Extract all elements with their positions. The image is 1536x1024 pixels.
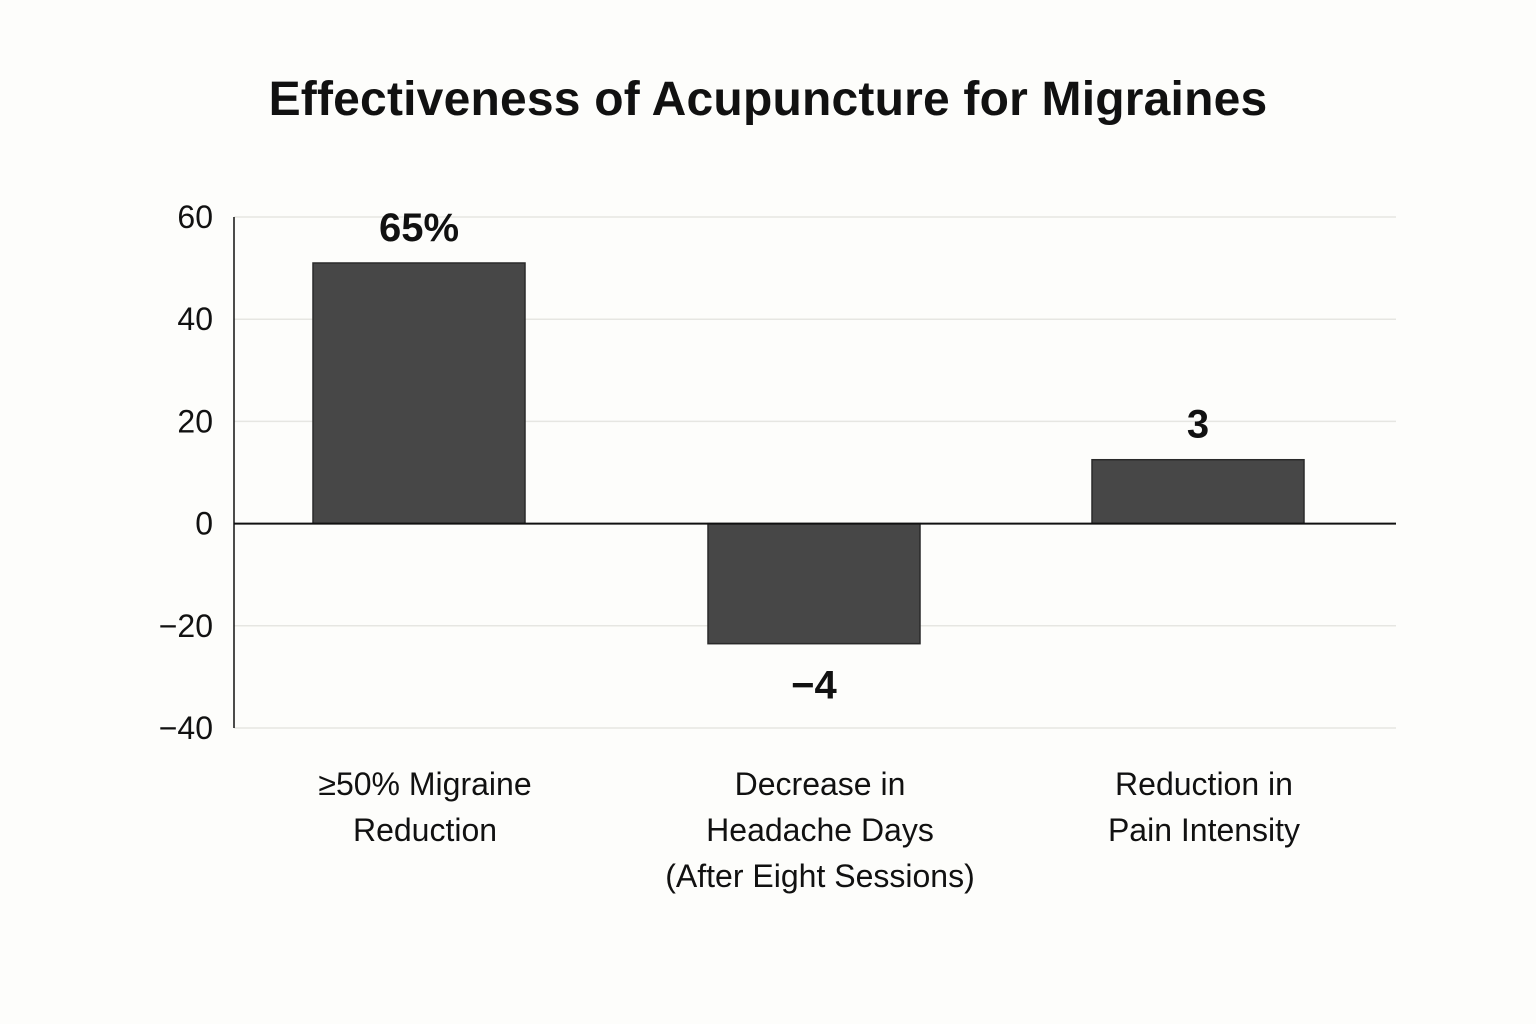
- category-label: Reduction in Pain Intensity: [1108, 766, 1300, 848]
- category-label-line: Decrease in: [735, 766, 906, 802]
- bar: [1091, 458, 1305, 525]
- data-label: 3: [1187, 403, 1209, 447]
- category-label-line: Reduction in: [1115, 766, 1293, 802]
- category-label-line: ≥50% Migraine: [318, 766, 531, 802]
- y-tick-labels: 60 40 20 0 −20 −40: [159, 199, 213, 746]
- data-label: 65%: [379, 206, 459, 250]
- y-tick-label: 0: [195, 506, 213, 542]
- y-tick-label: −40: [159, 710, 213, 746]
- bars: [312, 262, 1305, 645]
- y-tick-label: −20: [159, 608, 213, 644]
- category-label-line: Pain Intensity: [1108, 812, 1300, 848]
- data-label: −4: [791, 664, 837, 708]
- bar: [312, 262, 526, 525]
- axes: [233, 217, 1396, 728]
- category-label-line: Headache Days: [706, 812, 934, 848]
- bar: [707, 522, 921, 645]
- y-tick-label: 40: [177, 301, 213, 337]
- category-label: ≥50% Migraine Reduction: [318, 766, 531, 848]
- category-label-line: (After Eight Sessions): [665, 858, 974, 894]
- data-labels: 65% −4 3: [379, 206, 1209, 708]
- y-tick-label: 60: [177, 199, 213, 235]
- category-label-line: Reduction: [353, 812, 497, 848]
- chart-title: Effectiveness of Acupuncture for Migrain…: [268, 73, 1268, 126]
- y-tick-label: 20: [177, 403, 213, 439]
- category-labels: ≥50% Migraine Reduction Decrease in Headach…: [318, 766, 1300, 894]
- category-label: Decrease in Headache Days (After Eight Ses…: [665, 766, 974, 894]
